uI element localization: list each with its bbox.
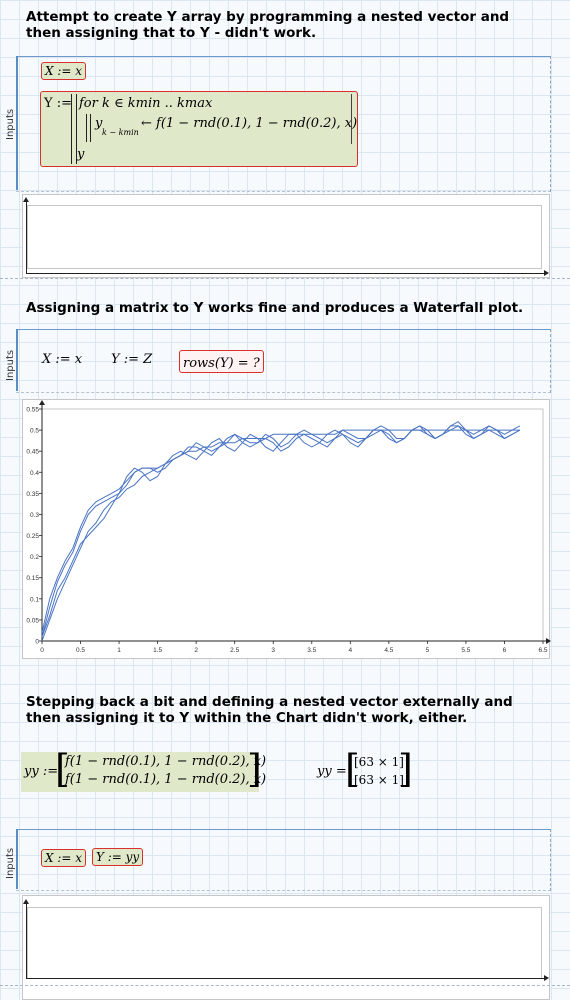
rows-evaluation[interactable]: rows(Y) = ?: [179, 350, 264, 373]
empty-chart-2-y-arrow: [23, 899, 29, 904]
x-tick-label: 4.5: [384, 647, 393, 654]
y-tick-label: 0.2: [30, 554, 39, 561]
y-definition-2[interactable]: Y := Z: [111, 352, 153, 367]
x-definition-3-text: X := x: [45, 851, 83, 865]
y-program-block[interactable]: Y := for k ∈ kmin .. kmax y k − kmin ← f…: [40, 91, 358, 167]
yy-definition[interactable]: yy := [ f(1 − rnd(0.1), 1 − rnd(0.2), x)…: [21, 747, 266, 792]
yy-right-bracket: ]: [247, 747, 262, 791]
inputs-region-2[interactable]: [16, 329, 551, 393]
page-break-2: [0, 985, 570, 986]
y-tick-label: 0.05: [26, 617, 39, 624]
inputs-region-3-bar: [16, 829, 18, 889]
inputs-region-3-label[interactable]: Inputs: [5, 847, 16, 879]
y-definition-3-text: Y := yy: [96, 850, 140, 864]
inputs-region-2-label[interactable]: Inputs: [5, 349, 16, 381]
page-break-1: [0, 278, 570, 279]
yy-eval-row-2: [63 × 1]: [354, 773, 404, 787]
empty-chart-2[interactable]: [22, 895, 550, 1000]
y-tick-label: 0.55: [26, 407, 39, 414]
y-definition-3[interactable]: Y := yy: [92, 848, 144, 866]
chart-series-line: [41, 425, 521, 637]
yy-row-1: f(1 − rnd(0.1), 1 − rnd(0.2), x): [65, 754, 267, 769]
x-tick-label: 2: [194, 647, 198, 654]
y-tick-label: 0.4: [30, 470, 39, 477]
x-tick-label: 4: [348, 647, 352, 654]
waterfall-plot-frame: [41, 408, 544, 642]
yy-eval-lhs: yy =: [317, 764, 347, 779]
return-var: y: [77, 147, 85, 162]
x-definition-2[interactable]: X := x: [42, 352, 83, 367]
y-tick-label: 0.1: [30, 596, 39, 603]
x-tick-label: 3.5: [307, 647, 316, 654]
empty-chart-1-y-arrow: [23, 197, 29, 202]
inputs-region-1[interactable]: [16, 56, 551, 192]
inputs-region-3[interactable]: [16, 829, 551, 891]
inputs-region-2-bar: [16, 329, 18, 391]
yy-eval-right-bracket: ]: [398, 747, 413, 791]
x-tick-label: 6: [503, 647, 507, 654]
empty-chart-2-plot: [27, 907, 542, 979]
x-tick-label: 3: [271, 647, 275, 654]
inputs-region-1-bar: [16, 56, 18, 190]
chart-series-line: [41, 429, 520, 642]
y-tick-label: 0.45: [26, 449, 39, 456]
empty-chart-1[interactable]: [22, 194, 550, 278]
assign-rhs: ← f(1 − rnd(0.1), 1 − rnd(0.2), x): [141, 116, 358, 131]
empty-chart-1-plot: [27, 205, 542, 269]
empty-chart-2-y-axis: [26, 903, 27, 978]
empty-chart-1-y-axis: [26, 201, 27, 273]
y-tick-label: 0.3: [30, 512, 39, 519]
x-tick-label: 6.5: [538, 647, 547, 654]
y-tick-label: 0: [35, 639, 39, 646]
x-tick-label: 0: [40, 647, 44, 654]
y-tick-label: 0.15: [26, 575, 39, 582]
yy-evaluation[interactable]: yy = [ [63 × 1] [63 × 1] ]: [314, 747, 413, 792]
y-tick-label: 0.35: [26, 491, 39, 498]
yy-eval-left-bracket: [: [345, 747, 360, 791]
empty-chart-1-x-arrow: [544, 270, 549, 276]
x-tick-label: 5: [426, 647, 430, 654]
y-program-lhs: Y :=: [44, 96, 72, 111]
empty-chart-2-x-arrow: [544, 975, 549, 981]
section1-heading: Attempt to create Y array by programming…: [26, 9, 510, 41]
y-tick-label: 0.5: [30, 428, 39, 435]
yy-eval-row-1: [63 × 1]: [354, 755, 404, 769]
y-tick-label: 0.25: [26, 533, 39, 540]
x-tick-label: 5.5: [461, 647, 470, 654]
chart-y-axis-arrow: [39, 400, 45, 405]
empty-chart-2-x-axis: [26, 978, 546, 979]
section3-heading: Stepping back a bit and defining a neste…: [26, 694, 513, 726]
x-definition-1-text: X := x: [45, 64, 83, 78]
yy-def-lhs: yy :=: [24, 764, 59, 779]
chart-x-axis-arrow: [546, 638, 551, 644]
x-definition-1[interactable]: X := x: [41, 62, 87, 80]
x-tick-label: 0.5: [76, 647, 85, 654]
section2-heading: Assigning a matrix to Y works fine and p…: [26, 300, 524, 316]
x-tick-label: 2.5: [230, 647, 239, 654]
for-loop-line: for k ∈ kmin .. kmax: [79, 96, 213, 111]
yy-left-bracket: [: [55, 747, 70, 791]
x-definition-3[interactable]: X := x: [41, 849, 87, 867]
assign-var: y: [95, 116, 103, 131]
program-bar-outer: [71, 94, 77, 164]
assign-subscript: k − kmin: [102, 128, 139, 137]
waterfall-chart-svg: 0 0.5 1 1.5 2 2.5 3 3.5 4 4.5 5 5.5 6 6.5 0 0.05 0.1 0.15…: [26, 400, 551, 654]
inputs-region-1-label[interactable]: Inputs: [5, 108, 16, 140]
x-tick-label: 1: [117, 647, 121, 654]
program-bar-inner: [86, 114, 91, 142]
x-tick-label: 1.5: [153, 647, 162, 654]
program-right-bar: [351, 94, 352, 144]
yy-row-2: f(1 − rnd(0.1), 1 − rnd(0.2), x): [65, 772, 267, 787]
rows-evaluation-text: rows(Y) = ?: [183, 356, 260, 371]
empty-chart-1-x-axis: [26, 273, 546, 274]
